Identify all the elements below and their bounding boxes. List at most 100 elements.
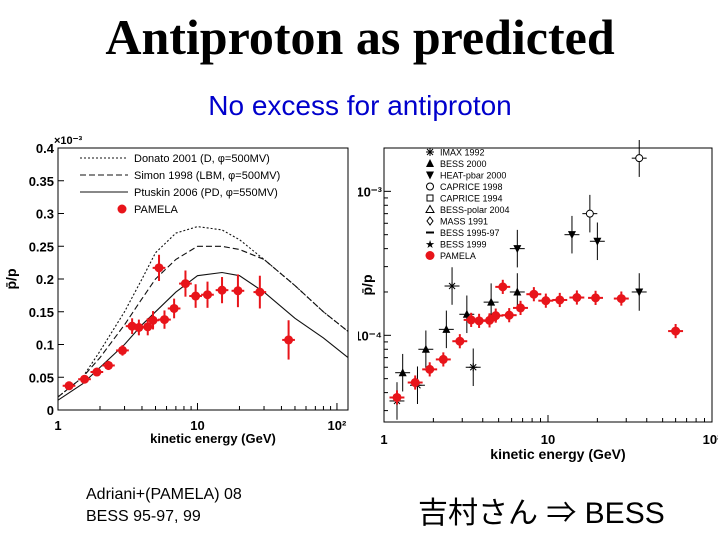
pamela-marker bbox=[103, 360, 113, 370]
marker bbox=[392, 392, 402, 402]
reference-line-2: BESS 95-97, 99 bbox=[86, 508, 201, 525]
x-tick-label: 10² bbox=[328, 418, 347, 433]
pamela-point bbox=[152, 254, 166, 281]
y-tick-label: 0.4 bbox=[36, 141, 55, 156]
y-axis-label: p̄/p bbox=[359, 275, 375, 296]
pamela-point bbox=[513, 300, 528, 316]
experiment-point bbox=[509, 229, 525, 268]
pamela-point bbox=[90, 367, 104, 377]
legend-label: MASS 1991 bbox=[440, 217, 488, 227]
legend-marker-group bbox=[426, 148, 434, 156]
x-tick-label: 10 bbox=[541, 432, 555, 447]
legend-marker: ★ bbox=[425, 239, 435, 251]
pamela-marker bbox=[203, 290, 213, 300]
pamela-point bbox=[552, 292, 568, 308]
marker bbox=[616, 294, 626, 304]
legend-marker bbox=[426, 194, 434, 202]
legend-marker-group bbox=[426, 159, 434, 167]
pamela-point bbox=[215, 277, 229, 304]
pamela-marker bbox=[148, 315, 158, 325]
legend-label: Simon 1998 (LBM, φ=500MV) bbox=[134, 170, 280, 182]
legend-label: CAPRICE 1998 bbox=[440, 182, 503, 192]
marker bbox=[426, 148, 434, 156]
pamela-point bbox=[179, 270, 192, 297]
marker bbox=[474, 316, 484, 326]
y-tick-label: 0.2 bbox=[36, 272, 54, 287]
pamela-marker bbox=[117, 345, 127, 355]
legend-label: BESS-polar 2004 bbox=[440, 205, 510, 215]
experiment-point bbox=[564, 215, 580, 254]
legend-marker bbox=[117, 204, 127, 214]
pamela-point bbox=[282, 320, 295, 360]
legend-marker bbox=[426, 216, 434, 226]
slide-title: Antiproton as predicted bbox=[105, 9, 615, 65]
pamela-point bbox=[389, 390, 405, 405]
pamela-point bbox=[495, 279, 511, 294]
marker bbox=[635, 154, 644, 163]
x-tick-label: 10 bbox=[190, 418, 204, 433]
pamela-point bbox=[407, 375, 423, 390]
legend-label: IMAX 1992 bbox=[440, 148, 485, 158]
marker bbox=[438, 354, 448, 364]
pamela-point bbox=[452, 334, 468, 349]
y-tick-label: 0.25 bbox=[29, 239, 54, 254]
pamela-point bbox=[668, 324, 684, 339]
pamela-marker bbox=[255, 287, 265, 297]
legend-label: Donato 2001 (D, φ=500MV) bbox=[134, 153, 270, 165]
legend-label: Ptuskin 2006 (PD, φ=550MV) bbox=[134, 187, 278, 199]
marker bbox=[498, 282, 508, 292]
marker bbox=[410, 378, 420, 388]
plot-frame bbox=[383, 147, 713, 423]
experiment-point bbox=[395, 353, 411, 392]
x-tick-label: 10² bbox=[703, 432, 718, 447]
legend-label: PAMELA bbox=[134, 204, 178, 216]
marker bbox=[485, 315, 495, 325]
pamela-marker bbox=[180, 279, 190, 289]
experiment-point bbox=[582, 194, 598, 233]
legend-marker-group bbox=[426, 182, 434, 191]
experiment-point bbox=[465, 348, 481, 387]
y-tick-label: 10⁻³ bbox=[358, 184, 383, 199]
pamela-marker bbox=[217, 285, 227, 295]
marker bbox=[567, 231, 576, 240]
marker bbox=[671, 326, 681, 336]
pamela-point bbox=[435, 352, 451, 367]
legend-label: PAMELA bbox=[440, 251, 476, 261]
pamela-point bbox=[538, 293, 554, 308]
legend-label: HEAT-pbar 2000 bbox=[440, 171, 506, 181]
pamela-marker bbox=[64, 381, 74, 391]
marker bbox=[635, 288, 644, 297]
marker bbox=[425, 364, 435, 374]
marker bbox=[513, 287, 522, 296]
marker bbox=[442, 324, 451, 333]
legend-marker bbox=[425, 204, 435, 213]
y-tick-label: 10⁻⁴ bbox=[358, 328, 382, 343]
marker bbox=[585, 209, 594, 218]
marker bbox=[504, 310, 514, 320]
marker bbox=[421, 344, 430, 353]
pamela-point bbox=[116, 345, 129, 356]
experiment-point bbox=[589, 222, 605, 261]
marker bbox=[426, 171, 434, 180]
reference-line-1: Adriani+(PAMELA) 08 bbox=[86, 486, 242, 503]
pamela-marker bbox=[233, 286, 243, 296]
pamela-point bbox=[501, 308, 517, 323]
pamela-point bbox=[167, 298, 181, 319]
pamela-point bbox=[201, 281, 214, 308]
marker bbox=[541, 296, 551, 306]
y-tick-label: 0.1 bbox=[36, 338, 54, 353]
marker bbox=[462, 309, 471, 318]
pamela-marker bbox=[191, 291, 201, 301]
x-axis-label: kinetic energy (GeV) bbox=[150, 431, 276, 446]
pamela-point bbox=[569, 290, 585, 305]
pamela-point bbox=[526, 287, 542, 302]
experiment-point bbox=[438, 310, 454, 349]
y-tick-label: 0.35 bbox=[29, 174, 54, 189]
experiment-point bbox=[444, 267, 460, 305]
marker bbox=[529, 289, 539, 299]
pamela-marker bbox=[159, 315, 169, 325]
pamela-marker bbox=[92, 367, 102, 377]
note-caption: 吉村さん ⇒ BESS bbox=[418, 497, 665, 530]
y-tick-label: 0 bbox=[47, 403, 54, 418]
pamela-marker bbox=[143, 322, 153, 332]
